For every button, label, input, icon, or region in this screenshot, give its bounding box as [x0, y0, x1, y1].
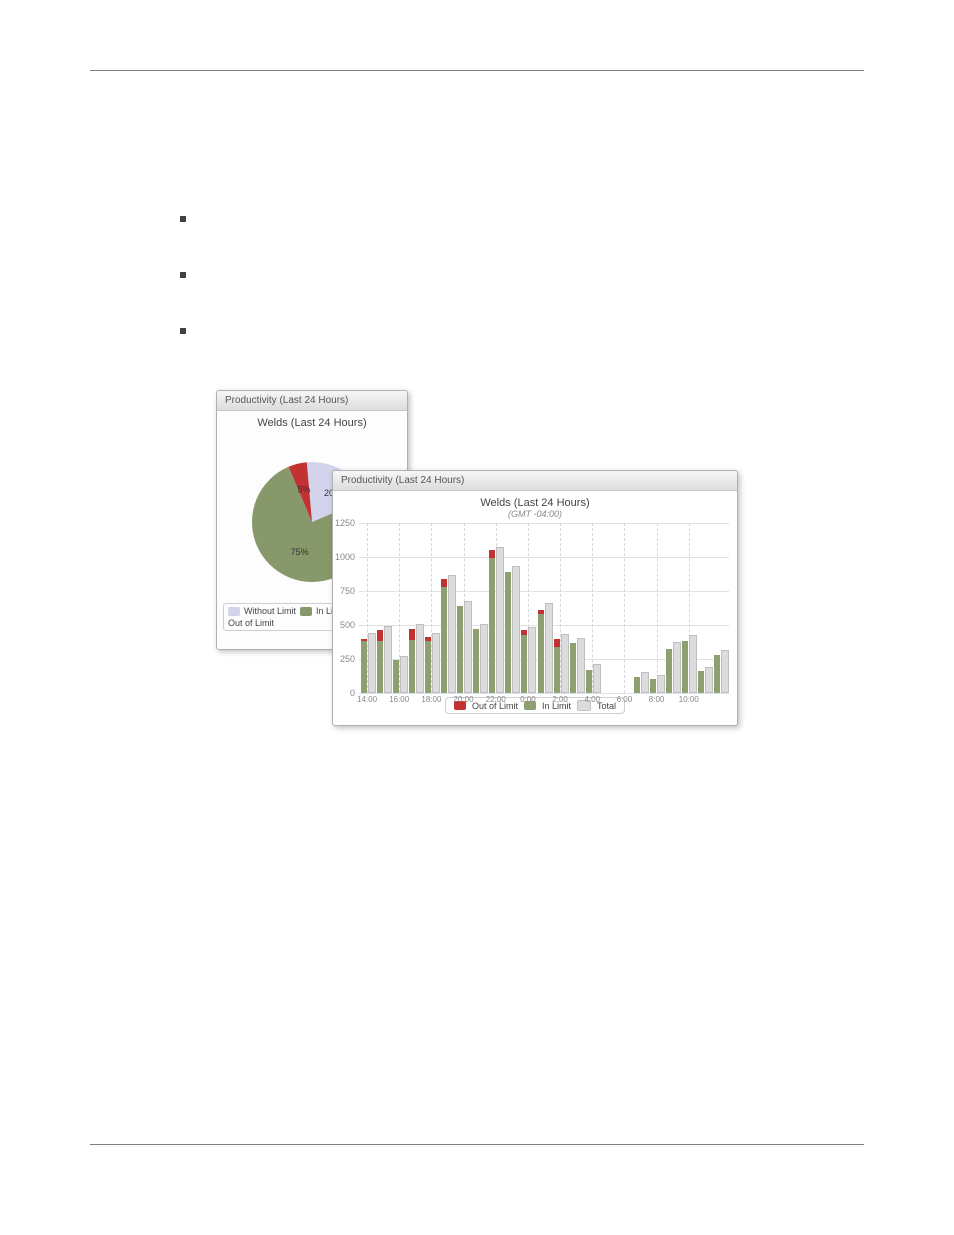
x-axis-label: 22:00 — [486, 695, 506, 704]
bar-chart-subtitle: (GMT -04:00) — [333, 509, 737, 519]
pie-chart-title: Welds (Last 24 Hours) — [217, 417, 407, 429]
bar-in-limit — [538, 614, 544, 693]
bar-chart-panel: Productivity (Last 24 Hours) Welds (Last… — [332, 470, 738, 726]
legend-swatch — [300, 607, 312, 616]
gridline-h — [359, 591, 729, 592]
gridline-v — [657, 523, 658, 693]
bar-in-limit — [682, 641, 688, 693]
panel-header: Productivity (Last 24 Hours) — [217, 391, 407, 411]
y-axis-label: 250 — [340, 654, 355, 664]
bar-out-of-limit — [409, 629, 415, 640]
x-axis-label: 16:00 — [389, 695, 409, 704]
bar-out-of-limit — [441, 579, 447, 587]
charts-container: Productivity (Last 24 Hours) Welds (Last… — [216, 390, 746, 730]
bar-in-limit — [393, 660, 399, 693]
bar-chart-plot: 02505007501000125014:0016:0018:0020:0022… — [359, 523, 729, 693]
gridline-h — [359, 523, 729, 524]
bar-total — [577, 638, 585, 693]
bar-total — [464, 601, 472, 693]
bar-total — [545, 603, 553, 693]
y-axis-label: 1250 — [335, 518, 355, 528]
gridline-v — [624, 523, 625, 693]
x-axis-label: 20:00 — [454, 695, 474, 704]
bar-in-limit — [521, 635, 527, 693]
x-axis-label: 4:00 — [584, 695, 600, 704]
x-axis-label: 14:00 — [357, 695, 377, 704]
y-axis-label: 500 — [340, 620, 355, 630]
y-axis-label: 1000 — [335, 552, 355, 562]
bar-total — [561, 634, 569, 693]
bar-total — [496, 547, 504, 693]
bar-total — [512, 566, 520, 693]
bar-in-limit — [714, 655, 720, 693]
bar-total — [705, 667, 713, 693]
legend-swatch — [228, 607, 240, 616]
bar-in-limit — [586, 670, 592, 693]
page-rule-bottom — [90, 1144, 864, 1145]
bar-total — [448, 575, 456, 693]
x-axis-label: 0:00 — [520, 695, 536, 704]
pie-slice-label: 75% — [291, 547, 309, 557]
bar-out-of-limit — [361, 639, 367, 642]
bar-total — [368, 633, 376, 693]
y-axis-label: 750 — [340, 586, 355, 596]
bar-out-of-limit — [377, 630, 383, 641]
bar-in-limit — [377, 641, 383, 693]
bar-in-limit — [554, 647, 560, 693]
bar-total — [432, 633, 440, 693]
bullet-icon — [180, 216, 186, 222]
bar-in-limit — [409, 640, 415, 693]
page-rule-top — [90, 70, 864, 71]
bar-in-limit — [505, 572, 511, 693]
bar-in-limit — [666, 649, 672, 693]
bar-out-of-limit — [521, 630, 527, 634]
bar-total — [641, 672, 649, 693]
y-axis-label: 0 — [350, 688, 355, 698]
x-axis-label: 6:00 — [617, 695, 633, 704]
bar-out-of-limit — [425, 637, 431, 641]
pie-slice-label: 5% — [298, 484, 311, 494]
bar-out-of-limit — [538, 610, 544, 614]
bar-total — [416, 624, 424, 693]
panel-header: Productivity (Last 24 Hours) — [333, 471, 737, 491]
bullet-icon — [180, 328, 186, 334]
gridline-h — [359, 693, 729, 694]
bar-in-limit — [650, 679, 656, 693]
gridline-h — [359, 557, 729, 558]
bar-in-limit — [698, 671, 704, 693]
bar-in-limit — [489, 558, 495, 693]
x-axis-label: 10:00 — [679, 695, 699, 704]
legend-label: Without Limit — [244, 606, 296, 616]
bar-total — [689, 635, 697, 693]
bar-total — [593, 664, 601, 693]
bullet-markers — [140, 216, 186, 384]
bar-in-limit — [361, 641, 367, 693]
bar-out-of-limit — [554, 639, 560, 647]
bar-total — [480, 624, 488, 693]
bar-in-limit — [441, 587, 447, 693]
document-page: Productivity (Last 24 Hours) Welds (Last… — [0, 0, 954, 1235]
x-axis-label: 8:00 — [649, 695, 665, 704]
bar-in-limit — [425, 641, 431, 693]
x-axis-label: 18:00 — [421, 695, 441, 704]
bar-total — [384, 626, 392, 693]
bar-chart-title: Welds (Last 24 Hours) — [333, 497, 737, 509]
legend-label: Out of Limit — [228, 618, 274, 628]
x-axis-label: 2:00 — [552, 695, 568, 704]
bar-in-limit — [457, 606, 463, 693]
bar-in-limit — [473, 629, 479, 693]
bullet-icon — [180, 272, 186, 278]
bar-in-limit — [570, 643, 576, 693]
bar-total — [400, 656, 408, 693]
bar-total — [657, 675, 665, 693]
bar-total — [528, 627, 536, 693]
bar-out-of-limit — [489, 550, 495, 558]
bar-in-limit — [634, 677, 640, 693]
bar-total — [673, 642, 681, 693]
bar-total — [721, 650, 729, 693]
